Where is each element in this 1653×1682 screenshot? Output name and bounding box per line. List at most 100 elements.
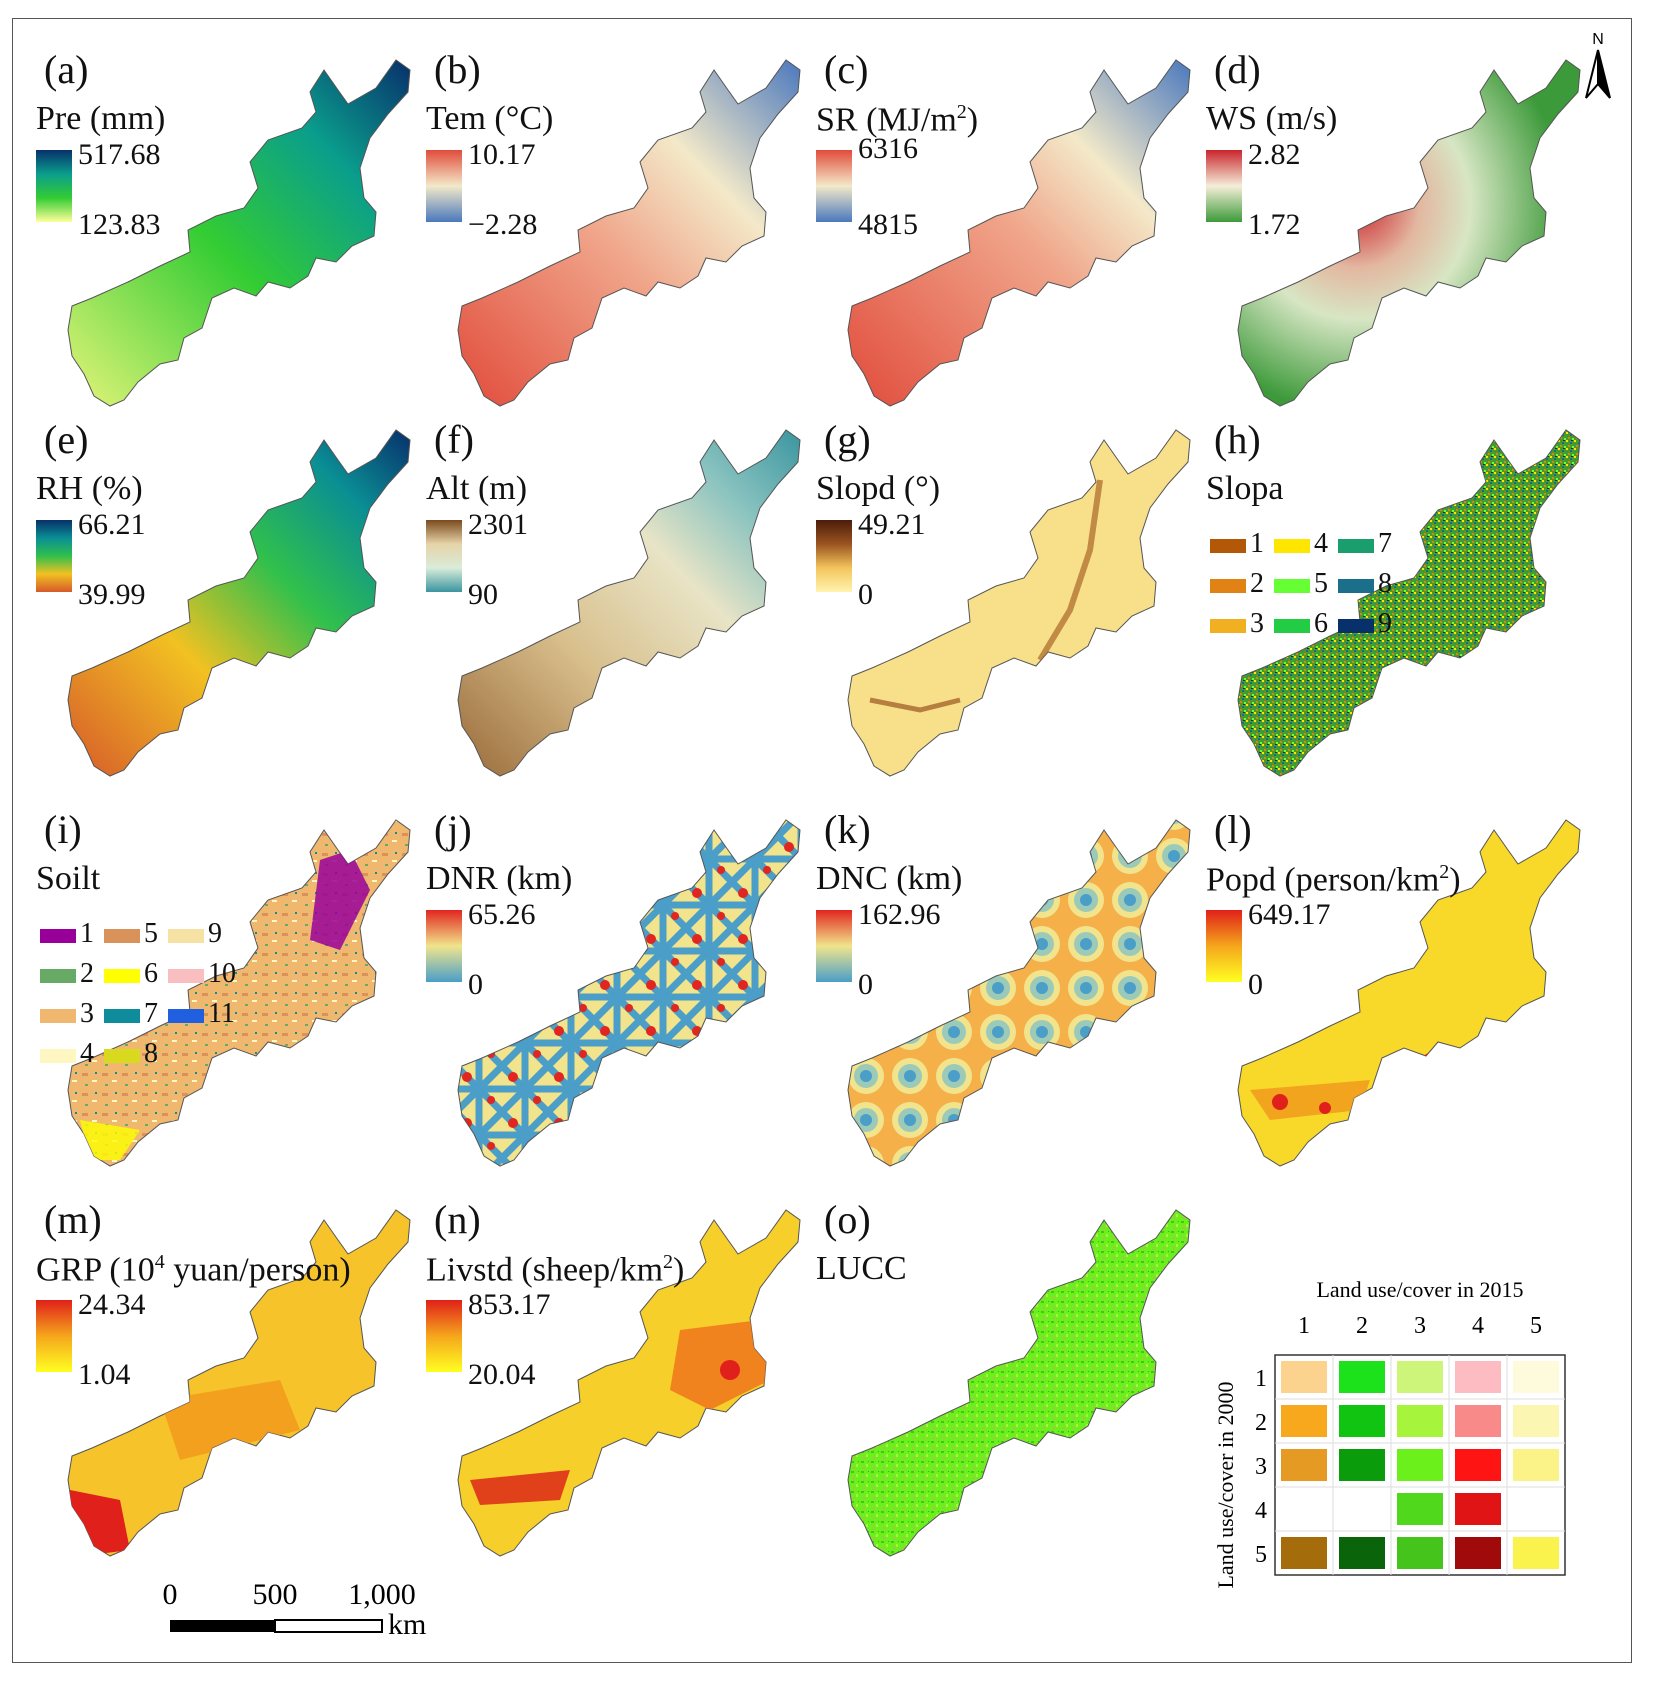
legend-swatch bbox=[1338, 618, 1374, 633]
colorbar-min: 0 bbox=[1248, 968, 1263, 1001]
legend-swatch bbox=[1210, 578, 1246, 593]
variable-name: Pre (mm) bbox=[36, 100, 166, 137]
panel-label: (a) bbox=[44, 47, 89, 92]
variable-name: LUCC bbox=[816, 1250, 907, 1287]
panel-c: (c) SR (MJ/m2) 6316 4815 bbox=[800, 30, 1200, 450]
scale-bar: 0 500 1,000 km bbox=[163, 1578, 427, 1641]
matrix-col-label: 4 bbox=[1472, 1313, 1484, 1339]
map-grp bbox=[67, 1209, 411, 1557]
matrix-cell-1-1 bbox=[1281, 1361, 1327, 1393]
matrix-row-label: 2 bbox=[1255, 1410, 1267, 1436]
colorbar bbox=[1206, 150, 1242, 222]
matrix-title: Land use/cover in 2015 bbox=[1316, 1277, 1523, 1302]
panel-label: (b) bbox=[434, 47, 481, 92]
legend-swatch bbox=[1338, 538, 1374, 553]
matrix-cell-3-2 bbox=[1339, 1449, 1385, 1481]
panel-m: (m) GRP (104 yuan/person) 24.34 1.04 bbox=[20, 1180, 420, 1600]
colorbar-max: 517.68 bbox=[78, 138, 161, 171]
panel-h: (h) Slopa 1 4 7 2 5 8 3 6 9 bbox=[1190, 400, 1590, 820]
legend-label: 11 bbox=[208, 998, 235, 1029]
variable-tail: ) bbox=[1449, 861, 1461, 899]
scale-segment-white bbox=[274, 1619, 383, 1633]
scale-unit: km bbox=[388, 1608, 426, 1641]
colorbar-min: 123.83 bbox=[78, 208, 161, 241]
matrix-cell-5-4 bbox=[1455, 1537, 1501, 1569]
legend-label: 4 bbox=[1314, 528, 1328, 559]
matrix-cell-1-2 bbox=[1339, 1361, 1385, 1393]
variable-tail: yuan/person) bbox=[164, 1251, 351, 1289]
panel-label: (j) bbox=[434, 807, 472, 852]
panel-label: (e) bbox=[44, 417, 89, 462]
panel-label: (k) bbox=[824, 807, 871, 852]
matrix-cell-5-3 bbox=[1397, 1537, 1443, 1569]
matrix-row-label: 5 bbox=[1255, 1542, 1267, 1568]
panel-label: (c) bbox=[824, 47, 869, 92]
matrix-cell-2-3 bbox=[1397, 1405, 1443, 1437]
matrix-col-label: 5 bbox=[1530, 1313, 1542, 1339]
legend-label: 4 bbox=[80, 1038, 94, 1069]
matrix-cell-2-1 bbox=[1281, 1405, 1327, 1437]
matrix-col-label: 2 bbox=[1356, 1313, 1368, 1339]
matrix-y-title: Land use/cover in 2000 bbox=[1213, 1381, 1238, 1588]
variable-name: Livstd (sheep/km2) bbox=[426, 1252, 684, 1287]
variable-text: SR (MJ/m bbox=[816, 101, 957, 139]
legend-swatch bbox=[168, 928, 204, 943]
legend-label: 3 bbox=[1250, 608, 1264, 639]
colorbar-min: 0 bbox=[858, 578, 873, 611]
matrix-cell-3-4 bbox=[1455, 1449, 1501, 1481]
legend-swatch bbox=[1338, 578, 1374, 593]
colorbar bbox=[816, 150, 852, 222]
matrix-cell-3-1 bbox=[1281, 1449, 1327, 1481]
legend-item-9: 9 bbox=[1338, 610, 1392, 638]
panel-a: (a) Pre (mm) 517.68 123.83 bbox=[20, 30, 420, 450]
legend-item-8: 8 bbox=[104, 1040, 158, 1068]
colorbar bbox=[816, 910, 852, 982]
colorbar-min: 1.72 bbox=[1248, 208, 1301, 241]
variable-text: Livstd (sheep/km bbox=[426, 1251, 664, 1289]
north-arrow-icon: N bbox=[1585, 31, 1611, 99]
legend-item-5: 5 bbox=[1274, 570, 1328, 598]
variable-name: RH (%) bbox=[36, 470, 143, 507]
colorbar bbox=[816, 520, 852, 592]
panel-g: (g) Slopd (°) 49.21 0 bbox=[800, 400, 1200, 820]
panel-label: (g) bbox=[824, 417, 871, 462]
matrix-cell-1-5 bbox=[1513, 1361, 1559, 1393]
legend-label: 3 bbox=[80, 998, 94, 1029]
matrix-cell-2-4 bbox=[1455, 1405, 1501, 1437]
legend-item-8: 8 bbox=[1338, 570, 1392, 598]
matrix-cell-5-1 bbox=[1281, 1537, 1327, 1569]
legend-item-7: 7 bbox=[104, 1000, 158, 1028]
panel-n: (n) Livstd (sheep/km2) 853.17 20.04 bbox=[410, 1180, 810, 1600]
legend-item-4: 4 bbox=[40, 1040, 94, 1068]
colorbar-max: 2.82 bbox=[1248, 138, 1301, 171]
legend-label: 8 bbox=[1378, 568, 1392, 599]
variable-sup: 4 bbox=[154, 1251, 165, 1273]
colorbar-min: 0 bbox=[858, 968, 873, 1001]
variable-name: Alt (m) bbox=[426, 470, 528, 507]
matrix-cell-4-3 bbox=[1397, 1493, 1443, 1525]
panel-e: (e) RH (%) 66.21 39.99 bbox=[20, 400, 420, 820]
legend-swatch bbox=[168, 1008, 204, 1023]
legend-label: 7 bbox=[144, 998, 158, 1029]
colorbar-max: 853.17 bbox=[468, 1288, 551, 1321]
legend-label: 1 bbox=[80, 918, 94, 949]
legend-item-5: 5 bbox=[104, 920, 158, 948]
north-label: N bbox=[1592, 31, 1604, 48]
legend-item-11: 11 bbox=[168, 1000, 235, 1028]
panel-j: (j) DNR (km) 65.26 0 bbox=[410, 790, 810, 1210]
colorbar-min: −2.28 bbox=[468, 208, 538, 241]
variable-sup: 2 bbox=[956, 101, 967, 123]
colorbar-min: 1.04 bbox=[78, 1358, 131, 1391]
variable-tail: ) bbox=[673, 1251, 685, 1289]
panel-label: (o) bbox=[824, 1197, 871, 1242]
legend-swatch bbox=[1210, 538, 1246, 553]
matrix-cell-3-5 bbox=[1513, 1449, 1559, 1481]
colorbar bbox=[1206, 910, 1242, 982]
panel-b: (b) Tem (°C) 10.17 −2.28 bbox=[410, 30, 810, 450]
colorbar-min: 39.99 bbox=[78, 578, 146, 611]
scale-segment-black bbox=[170, 1620, 275, 1632]
legend-swatch bbox=[104, 1048, 140, 1063]
matrix-cell-2-2 bbox=[1339, 1405, 1385, 1437]
legend-item-2: 2 bbox=[1210, 570, 1264, 598]
variable-name: GRP (104 yuan/person) bbox=[36, 1252, 351, 1287]
